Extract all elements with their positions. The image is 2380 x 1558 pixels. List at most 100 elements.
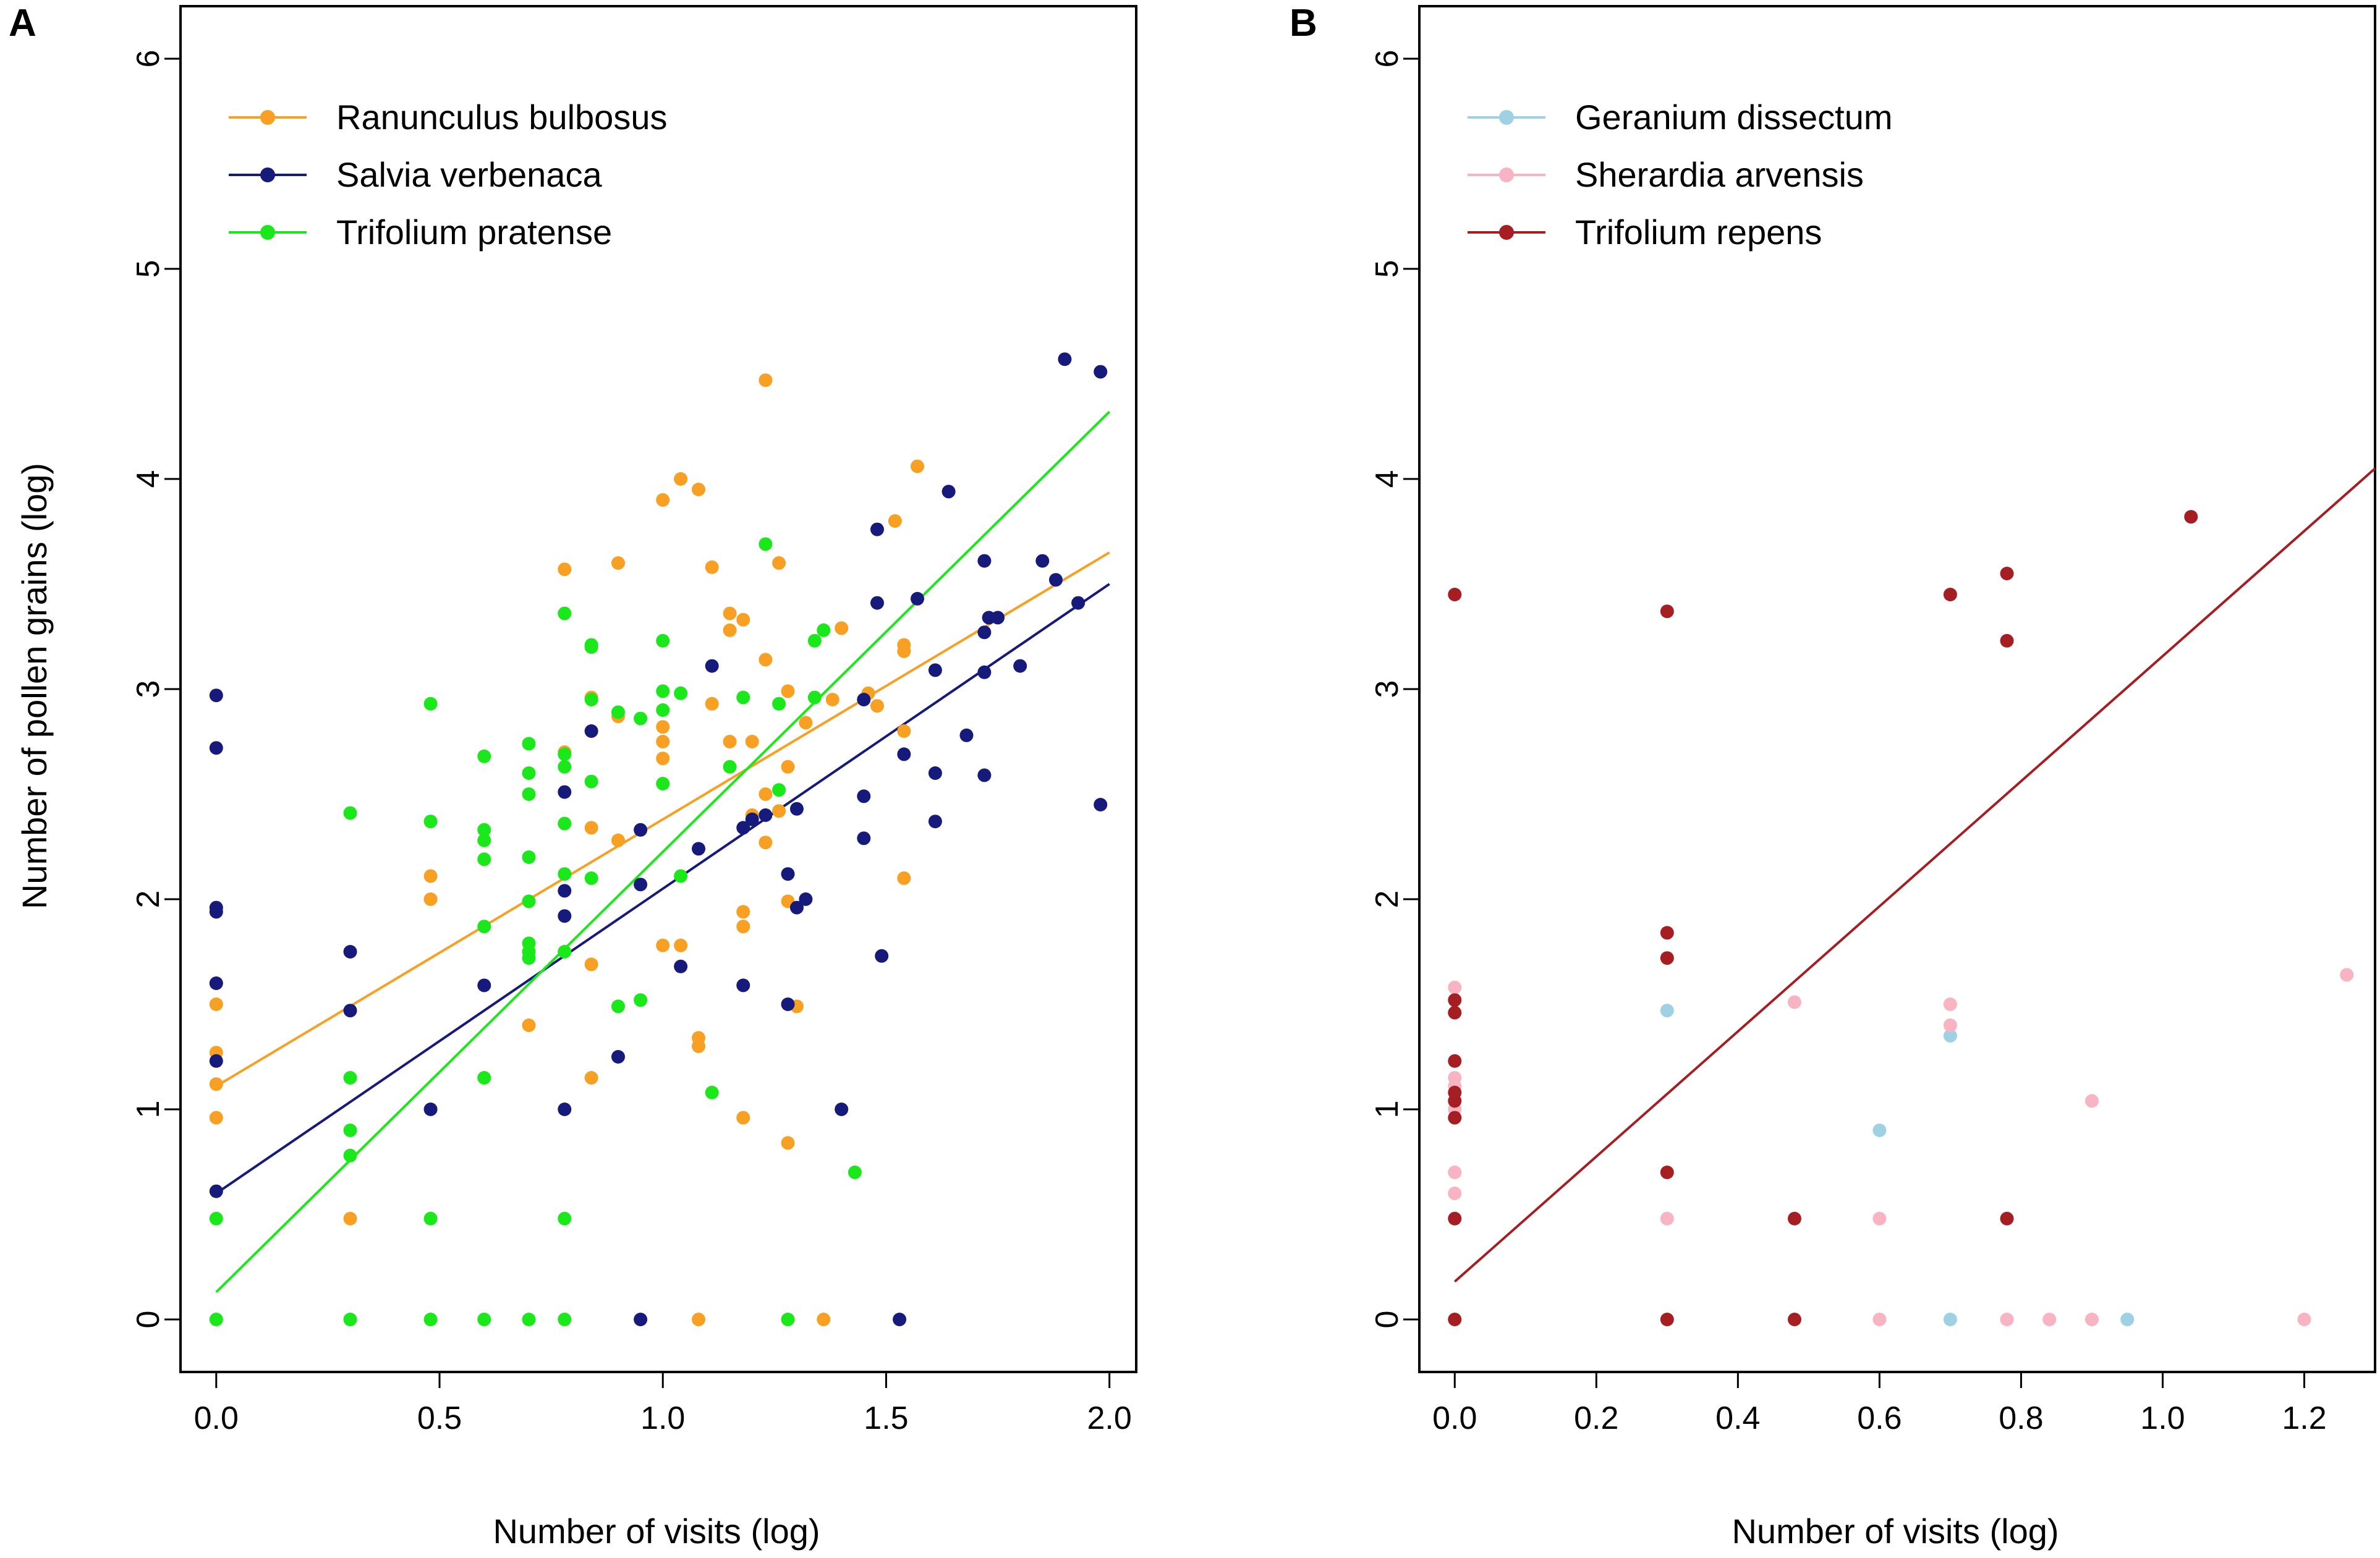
point-trifolium-repens — [1448, 1094, 1462, 1108]
x-axis-label: Number of visits (log) — [493, 1512, 820, 1551]
point-ranunculus-bulbosus — [209, 997, 223, 1011]
x-tick-label: 0.4 — [1715, 1400, 1760, 1436]
x-tick-label: 0.0 — [1432, 1400, 1477, 1436]
point-salvia-verbenaca — [423, 1103, 438, 1116]
point-salvia-verbenaca — [584, 724, 598, 738]
point-trifolium-pratense — [848, 1166, 862, 1179]
point-trifolium-pratense — [558, 1211, 572, 1226]
point-trifolium-pratense — [674, 869, 688, 883]
point-trifolium-pratense — [584, 693, 598, 706]
point-sherardia-arvensis — [1787, 995, 1801, 1009]
point-trifolium-pratense — [558, 1313, 572, 1326]
point-trifolium-repens — [1660, 926, 1674, 940]
point-salvia-verbenaca — [209, 976, 223, 990]
y-tick-label: 1 — [130, 1101, 166, 1119]
point-salvia-verbenaca — [781, 997, 795, 1011]
point-trifolium-pratense — [522, 894, 536, 908]
legend-marker-sherardia-arvensis — [1499, 167, 1514, 182]
point-salvia-verbenaca — [209, 741, 223, 755]
point-ranunculus-bulbosus — [911, 459, 925, 473]
point-ranunculus-bulbosus — [772, 556, 786, 570]
point-salvia-verbenaca — [893, 1313, 907, 1326]
point-salvia-verbenaca — [634, 1313, 648, 1326]
point-sherardia-arvensis — [1448, 1187, 1462, 1200]
point-ranunculus-bulbosus — [781, 684, 795, 698]
point-ranunculus-bulbosus — [888, 514, 902, 528]
point-salvia-verbenaca — [911, 591, 925, 606]
x-ticks: 0.0 0.5 1.0 1.5 2.0 — [194, 1372, 1132, 1436]
point-sherardia-arvensis — [1660, 1211, 1674, 1226]
y-tick-label: 0 — [130, 1311, 166, 1329]
point-sherardia-arvensis — [1943, 1018, 1957, 1032]
point-trifolium-repens — [1448, 1313, 1462, 1326]
point-salvia-verbenaca — [209, 905, 223, 919]
legend: Ranunculus bulbosus Salvia verbenaca Trifo… — [229, 98, 667, 252]
point-ranunculus-bulbosus — [723, 735, 737, 748]
point-salvia-verbenaca — [835, 1103, 849, 1116]
point-trifolium-pratense — [656, 684, 670, 698]
point-ranunculus-bulbosus — [736, 920, 750, 934]
legend-marker-ranunculus-bulbosus — [260, 110, 275, 125]
point-sherardia-arvensis — [2085, 1313, 2099, 1326]
point-salvia-verbenaca — [209, 1054, 223, 1068]
point-ranunculus-bulbosus — [736, 1111, 750, 1125]
point-trifolium-pratense — [343, 1124, 357, 1137]
x-tick-label: 0.6 — [1857, 1400, 1902, 1436]
point-ranunculus-bulbosus — [423, 869, 438, 883]
point-trifolium-pratense — [423, 1211, 438, 1226]
point-trifolium-pratense — [584, 640, 598, 654]
y-ticks: 0 1 2 3 4 5 6 — [130, 50, 181, 1329]
point-ranunculus-bulbosus — [584, 957, 598, 972]
point-salvia-verbenaca — [558, 785, 572, 799]
point-ranunculus-bulbosus — [723, 606, 737, 620]
point-salvia-verbenaca — [634, 878, 648, 892]
point-ranunculus-bulbosus — [584, 1071, 598, 1085]
point-salvia-verbenaca — [736, 978, 750, 993]
point-trifolium-repens — [1660, 1313, 1674, 1326]
point-ranunculus-bulbosus — [781, 760, 795, 774]
point-ranunculus-bulbosus — [656, 493, 670, 507]
point-ranunculus-bulbosus — [736, 905, 750, 919]
point-salvia-verbenaca — [857, 789, 871, 803]
point-ranunculus-bulbosus — [736, 612, 750, 627]
y-ticks: 0 1 2 3 4 5 6 — [1369, 50, 1419, 1328]
point-trifolium-pratense — [558, 816, 572, 831]
point-ranunculus-bulbosus — [423, 892, 438, 906]
point-geranium-dissectum — [1872, 1124, 1887, 1137]
point-trifolium-repens — [1787, 1211, 1801, 1226]
x-tick-label: 0.2 — [1574, 1400, 1618, 1436]
point-ranunculus-bulbosus — [584, 821, 598, 835]
y-tick-label: 6 — [1369, 50, 1405, 68]
point-trifolium-pratense — [558, 867, 572, 881]
point-trifolium-pratense — [522, 951, 536, 965]
y-tick-label: 6 — [130, 50, 166, 68]
x-tick-label: 0.5 — [417, 1400, 462, 1436]
fit-line-ranunculus-bulbosus — [215, 551, 1110, 1088]
point-trifolium-pratense — [656, 703, 670, 717]
point-trifolium-pratense — [522, 787, 536, 801]
point-trifolium-pratense — [343, 1071, 357, 1085]
point-trifolium-pratense — [781, 1313, 795, 1326]
point-ranunculus-bulbosus — [825, 693, 839, 706]
legend-label-trifolium-pratense: Trifolium pratense — [336, 213, 612, 252]
plot-frame — [1418, 5, 2376, 1373]
point-trifolium-repens — [1787, 1313, 1801, 1326]
point-trifolium-repens — [1448, 1211, 1462, 1226]
point-trifolium-pratense — [522, 737, 536, 751]
point-salvia-verbenaca — [745, 812, 759, 826]
point-salvia-verbenaca — [674, 959, 688, 973]
point-ranunculus-bulbosus — [692, 1313, 706, 1326]
point-trifolium-pratense — [209, 1313, 223, 1326]
point-ranunculus-bulbosus — [656, 720, 670, 734]
point-ranunculus-bulbosus — [759, 787, 773, 801]
y-tick-label: 4 — [1369, 470, 1405, 488]
point-trifolium-pratense — [558, 606, 572, 620]
legend: Geranium dissectum Sherardia arvensis Trif… — [1468, 98, 1893, 252]
legend-label-geranium-dissectum: Geranium dissectum — [1575, 98, 1893, 137]
point-salvia-verbenaca — [692, 842, 706, 856]
panel-label: B — [1290, 2, 1317, 44]
point-salvia-verbenaca — [558, 909, 572, 923]
point-sherardia-arvensis — [1943, 997, 1957, 1011]
